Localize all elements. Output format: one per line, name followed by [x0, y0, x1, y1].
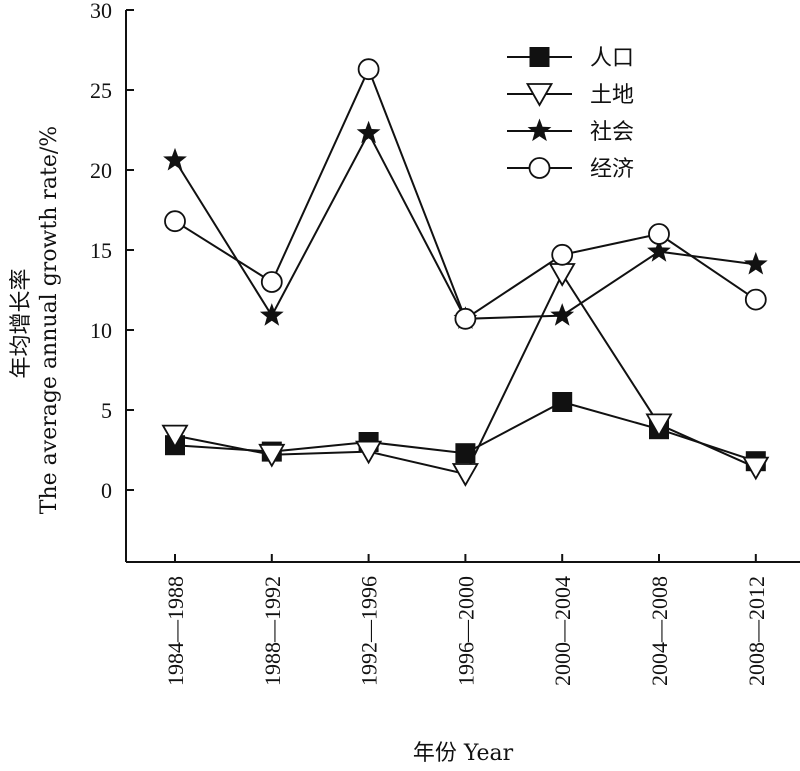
- legend-marker: [529, 47, 550, 67]
- series-group: [161, 58, 770, 487]
- data-point: [355, 440, 383, 465]
- data-point: [161, 424, 189, 449]
- legend-item: 社会: [507, 118, 634, 145]
- data-point: [259, 303, 284, 326]
- data-point: [744, 288, 767, 311]
- data-point: [648, 223, 670, 245]
- data-point: [551, 243, 574, 266]
- y-tick-label: 10: [90, 318, 112, 343]
- data-point: [260, 271, 283, 293]
- axes: 0 5 10 15 20 25 30 1984—1988 1988—1992 1992—1996 1…: [90, 0, 800, 686]
- x-tick-label: 1988—1992: [260, 576, 285, 686]
- y-axis-title-cn: 年均增长率: [9, 268, 34, 378]
- data-point: [647, 239, 671, 262]
- series-filled-star: [163, 120, 768, 329]
- y-tick-label: 0: [101, 478, 112, 503]
- series-line: [174, 131, 756, 320]
- x-axis-title: 年份 Year: [413, 741, 514, 766]
- legend-item: 经济: [507, 157, 634, 182]
- y-tick-label: 25: [90, 78, 112, 103]
- data-point: [258, 443, 286, 468]
- data-point: [743, 251, 768, 275]
- data-point: [163, 147, 187, 171]
- x-tick-label: 1992—1996: [357, 576, 382, 686]
- y-tick-label: 30: [90, 0, 112, 23]
- legend-label: 社会: [590, 120, 634, 145]
- legend-item: 人口: [507, 46, 634, 71]
- x-tick-label: 2000—2004: [550, 576, 575, 686]
- data-point: [454, 307, 477, 330]
- legend-item: 土地: [507, 83, 634, 108]
- data-point: [645, 413, 673, 438]
- y-tick-label: 5: [101, 398, 112, 423]
- x-tick-label: 1996—2000: [453, 576, 478, 686]
- data-point: [742, 456, 770, 481]
- data-point: [356, 120, 381, 144]
- data-point: [552, 392, 573, 412]
- x-tick-label: 2004—2008: [647, 576, 672, 686]
- y-axis-title-en: The average annual growth rate/%: [37, 126, 62, 514]
- x-tick-label: 2008—2012: [744, 576, 769, 686]
- series-open-circle: [164, 58, 767, 330]
- y-tick-label: 20: [90, 158, 112, 183]
- data-point: [550, 303, 575, 326]
- data-point: [455, 443, 476, 464]
- data-point: [164, 210, 186, 233]
- data-point: [451, 463, 479, 487]
- legend-marker: [528, 157, 551, 179]
- data-point: [548, 263, 576, 287]
- y-tick-label: 15: [90, 238, 112, 263]
- legend-label: 人口: [590, 46, 634, 71]
- legend-marker: [525, 83, 554, 107]
- y-axis-title: 年均增长率 The average annual growth rate/%: [9, 126, 62, 514]
- x-tick-label: 1984—1988: [163, 576, 188, 686]
- legend-marker: [527, 118, 552, 142]
- legend-label: 经济: [590, 157, 634, 182]
- legend-label: 土地: [590, 83, 634, 108]
- data-point: [357, 58, 380, 81]
